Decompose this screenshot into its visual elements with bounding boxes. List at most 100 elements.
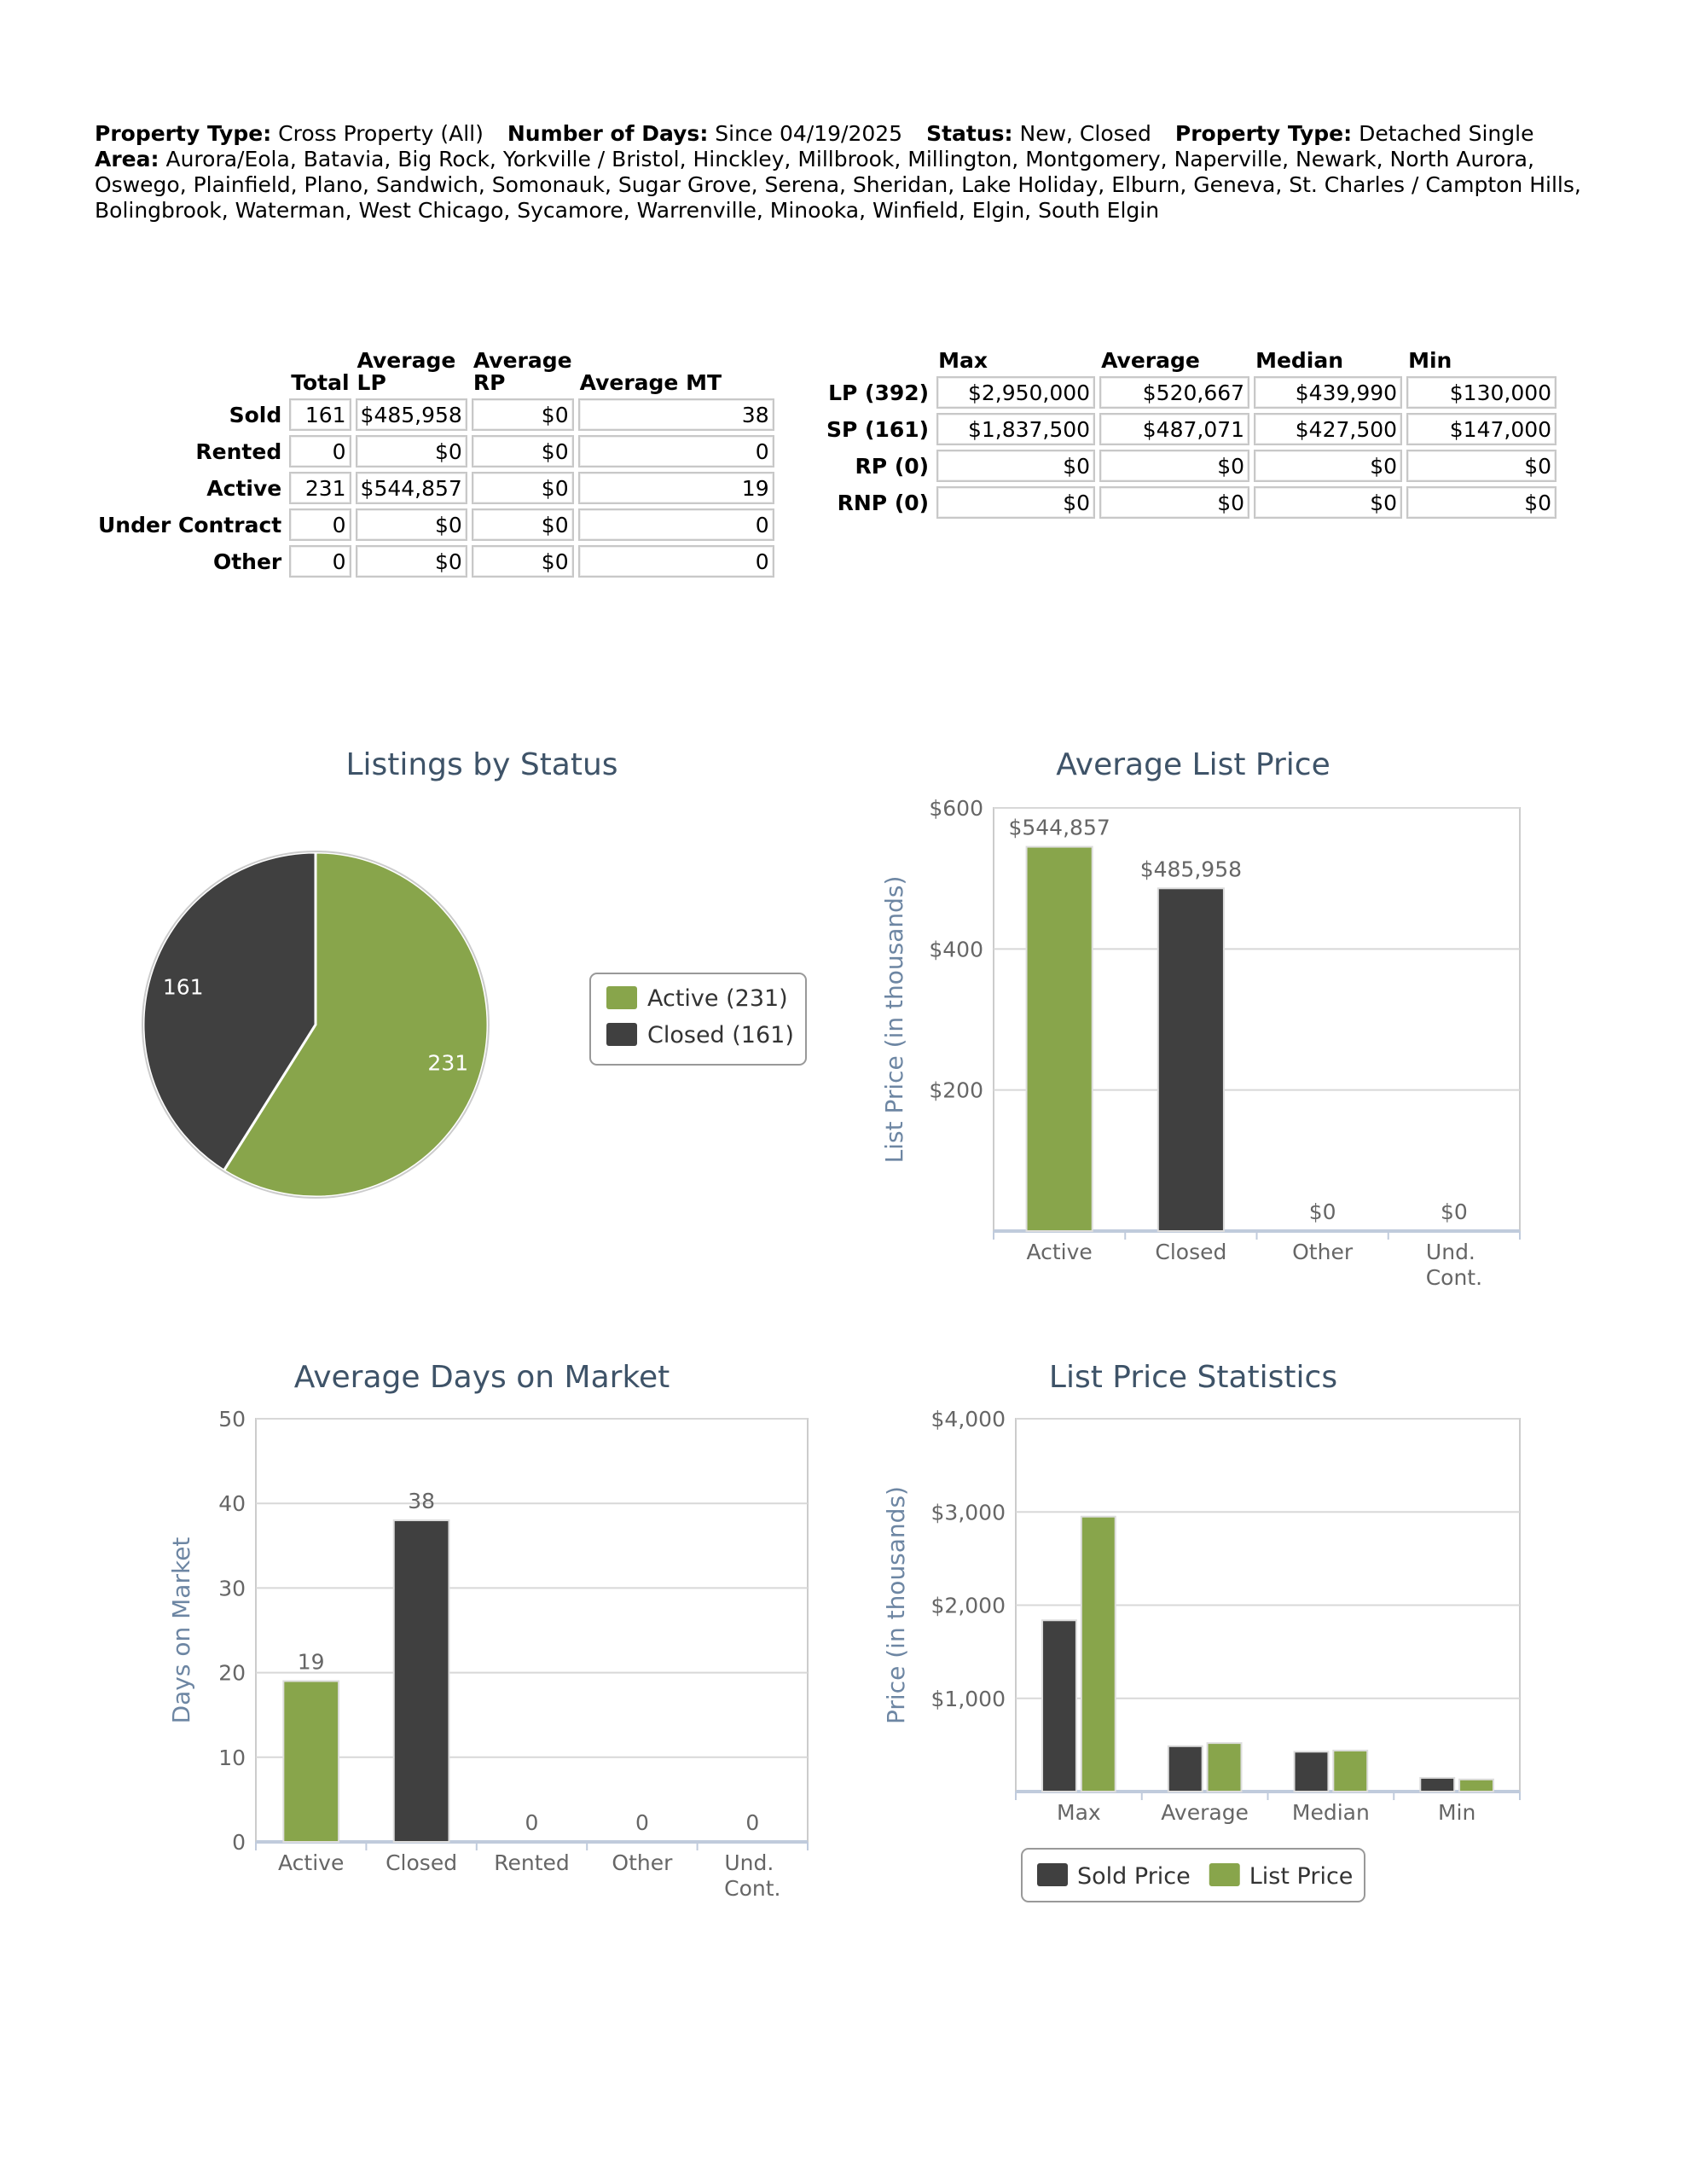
data-label: $0	[1309, 1199, 1336, 1224]
data-label: 38	[408, 1489, 435, 1513]
data-label: 231	[427, 1051, 468, 1076]
table-cell: $0	[936, 486, 1096, 519]
data-label: $485,958	[1140, 857, 1242, 881]
column-header: Median	[1255, 348, 1344, 373]
bar	[1080, 1515, 1116, 1793]
corner	[95, 350, 285, 394]
legend-label: Closed (161)	[647, 1022, 794, 1048]
y-axis-title: Days on Market	[167, 1537, 195, 1724]
table-cell: $0	[471, 472, 574, 504]
table-cell: $130,000	[1406, 376, 1557, 409]
data-label: 19	[298, 1650, 325, 1675]
chart-title: Average List Price	[1056, 747, 1330, 782]
x-tick-label: Closed	[386, 1850, 457, 1875]
table-row: Other 0 $0 $0 0	[95, 545, 774, 578]
bar	[392, 1519, 450, 1844]
header-row: Total Average LP Average RP Average MT	[95, 350, 774, 394]
y-tick-label: $4,000	[931, 1407, 1006, 1432]
table-cell: $0	[471, 508, 574, 541]
table-cell: 19	[577, 472, 774, 504]
data-label: 161	[163, 974, 204, 999]
table-cell: $0	[471, 545, 574, 578]
table-cell: $0	[1254, 486, 1403, 519]
x-tick-label: Active	[278, 1850, 344, 1875]
table-cell: 231	[289, 472, 351, 504]
header-field: Status: New, Closed	[926, 121, 1151, 146]
header-field: Area: Aurora/Eola, Batavia, Big Rock, Yo…	[95, 147, 1581, 223]
x-tick-label: Min	[1438, 1800, 1475, 1825]
table-cell: $0	[1099, 450, 1250, 482]
table-cell: $520,667	[1099, 376, 1250, 409]
field-label: Property Type:	[1174, 121, 1353, 146]
table-cell: $0	[1254, 450, 1403, 482]
table-cell: 161	[289, 398, 351, 431]
x-tick-label: Closed	[1155, 1240, 1226, 1264]
bar	[1041, 1619, 1077, 1793]
table-row: LP (392) $2,950,000 $520,667 $439,990 $130,0…	[823, 376, 1557, 409]
legend-swatch	[1037, 1863, 1068, 1886]
y-tick-label: 0	[232, 1830, 246, 1855]
column-header: Max	[938, 348, 988, 373]
bar	[1419, 1776, 1456, 1792]
column-header: Average MT	[579, 370, 722, 395]
table-cell: 0	[577, 508, 774, 541]
table-cell: $485,958	[355, 398, 467, 431]
header-row: Max Average Median Min	[823, 350, 1557, 372]
legend-box	[1021, 1848, 1365, 1902]
table-cell: $487,071	[1099, 413, 1250, 445]
legend-swatch	[1209, 1863, 1240, 1886]
row-label: RNP (0)	[837, 490, 930, 515]
field-value: Detached Single	[1359, 121, 1534, 146]
legend-label: Active (231)	[647, 985, 788, 1012]
y-tick-label: $3,000	[931, 1500, 1006, 1525]
table-cell: 38	[577, 398, 774, 431]
y-tick-label: 50	[218, 1407, 246, 1432]
table-cell: $1,837,500	[936, 413, 1096, 445]
legend-box	[589, 973, 807, 1066]
x-tick-label: Max	[1057, 1800, 1101, 1825]
table-cell: $0	[471, 398, 574, 431]
table-cell: 0	[577, 545, 774, 578]
bar	[282, 1680, 340, 1844]
bar	[1458, 1778, 1494, 1793]
table-cell: $0	[355, 508, 467, 541]
table-cell: $0	[355, 545, 467, 578]
table-cell: $0	[1099, 486, 1250, 519]
table-cell: 0	[577, 435, 774, 468]
field-value: Cross Property (All)	[278, 121, 484, 146]
legend-swatch	[606, 986, 637, 1009]
row-label: Active	[206, 475, 282, 501]
x-tick-label: Other	[1292, 1240, 1354, 1264]
field-value: Aurora/Eola, Batavia, Big Rock, Yorkvill…	[95, 147, 1581, 223]
chart-title: List Price Statistics	[1049, 1360, 1337, 1395]
chart-title: Average Days on Market	[294, 1360, 670, 1395]
bar	[1157, 887, 1225, 1233]
table-row: Rented 0 $0 $0 0	[95, 435, 774, 468]
table-row: RNP (0) $0 $0 $0 $0	[823, 486, 1557, 519]
y-tick-label: 10	[218, 1745, 246, 1770]
data-label: 0	[745, 1810, 759, 1835]
y-tick-label: $400	[929, 937, 983, 961]
corner	[823, 350, 932, 372]
row-label: Sold	[229, 402, 282, 427]
field-value: New, Closed	[1019, 121, 1151, 146]
data-label: 0	[635, 1810, 649, 1835]
table-row: Sold 161 $485,958 $0 38	[95, 398, 774, 431]
legend-swatch	[606, 1023, 637, 1046]
x-tick-label: Average	[1161, 1800, 1249, 1825]
row-label: Rented	[195, 439, 282, 464]
column-header: Min	[1408, 348, 1452, 373]
table-cell: 0	[289, 435, 351, 468]
data-label: 0	[525, 1810, 539, 1835]
legend-label: Sold Price	[1077, 1863, 1191, 1890]
column-header: Total	[291, 370, 350, 395]
bar	[1025, 845, 1093, 1233]
y-tick-label: 20	[218, 1661, 246, 1686]
table-cell: $439,990	[1254, 376, 1403, 409]
table-cell: $2,950,000	[936, 376, 1096, 409]
x-tick-label: Other	[612, 1850, 673, 1875]
data-label: $544,857	[1008, 816, 1110, 840]
table-cell: $427,500	[1254, 413, 1403, 445]
table-row: Under Contract 0 $0 $0 0	[95, 508, 774, 541]
